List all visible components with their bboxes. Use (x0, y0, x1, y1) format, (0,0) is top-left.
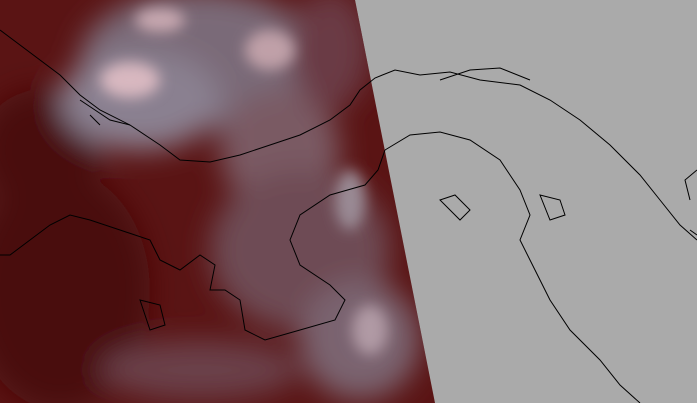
coastline-gulf-islands (139, 194, 566, 331)
coastline-isthmus-south (384, 131, 641, 403)
coastline-islands-north (79, 67, 531, 126)
bright-clouds (100, 8, 388, 355)
coastline-panama-south (0, 149, 386, 341)
satellite-swath (0, 0, 435, 403)
coastlines (0, 29, 697, 403)
coastline-east (684, 169, 697, 236)
coastline-north (0, 29, 697, 241)
